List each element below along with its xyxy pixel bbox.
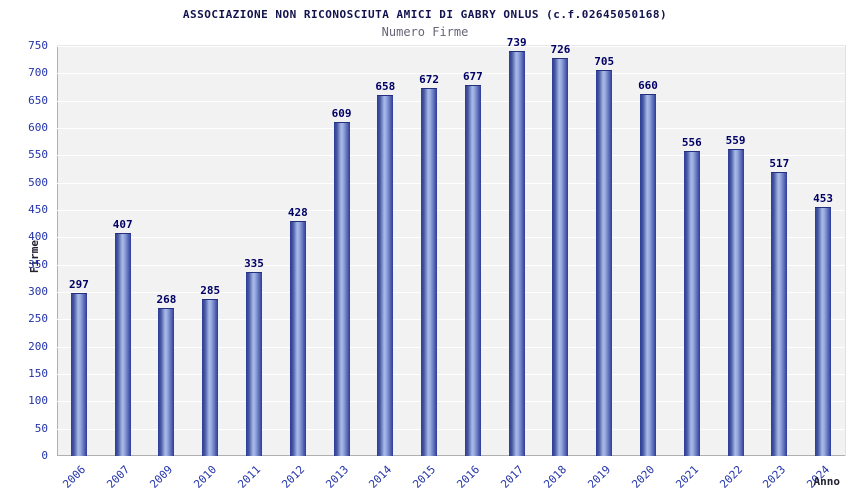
gridline <box>57 73 845 75</box>
x-axis-line <box>57 455 845 456</box>
bar-value-label: 335 <box>244 257 264 270</box>
x-tick-label: 2022 <box>716 463 745 491</box>
bar-2020 <box>640 94 656 456</box>
gridline <box>57 210 845 211</box>
bar-2013 <box>333 122 350 456</box>
y-tick-label: 200 <box>28 339 48 353</box>
x-tick-label: 2018 <box>541 463 570 491</box>
bar-2018 <box>552 58 569 456</box>
bar-value-label: 739 <box>506 36 527 49</box>
bar-value-label: 268 <box>156 293 177 306</box>
bar-2010 <box>202 299 219 456</box>
x-tick-label: 2009 <box>147 463 176 491</box>
gridline <box>57 428 845 430</box>
x-tick-label: 2010 <box>191 463 220 491</box>
bar-2023 <box>771 172 788 456</box>
bar-2019 <box>596 70 613 456</box>
x-tick-label: 2019 <box>585 463 614 491</box>
x-tick-label: 2011 <box>235 463 264 491</box>
x-tick-label: 2015 <box>410 463 439 491</box>
bar-2007 <box>114 233 131 456</box>
chart-subtitle: Numero Firme <box>381 25 469 39</box>
bar-value-label: 609 <box>331 107 352 120</box>
bar-value-label: 658 <box>375 80 396 93</box>
x-tick-label: 2016 <box>454 463 483 491</box>
y-tick-label: 150 <box>28 367 48 380</box>
bar-value-label: 453 <box>813 192 834 205</box>
y-tick-label: 750 <box>28 39 48 52</box>
gridline <box>57 155 845 157</box>
y-tick-label: 50 <box>34 421 48 435</box>
bar-2017 <box>508 51 525 456</box>
x-tick-label: 2014 <box>366 463 395 491</box>
y-tick-label: 300 <box>28 285 48 298</box>
y-tick-label: 700 <box>28 66 48 80</box>
bar-value-label: 672 <box>419 73 440 86</box>
bar-value-label: 705 <box>594 55 615 68</box>
bar-2012 <box>289 221 306 456</box>
gridline <box>57 182 845 184</box>
x-tick-label: 2017 <box>497 463 526 491</box>
gridline <box>57 374 845 375</box>
y-tick-label: 650 <box>28 93 48 107</box>
chart-title: ASSOCIAZIONE NON RICONOSCIUTA AMICI DI G… <box>182 8 668 21</box>
bar-value-label: 556 <box>681 136 702 149</box>
y-tick-label: 350 <box>28 257 48 271</box>
x-axis-label: Anno <box>813 475 841 488</box>
bar-2014 <box>377 95 394 456</box>
bar-2006 <box>70 293 87 456</box>
x-tick-label: 2006 <box>60 463 89 491</box>
y-tick-label: 450 <box>28 203 48 216</box>
bar-2021 <box>683 151 700 456</box>
gridline <box>57 346 845 348</box>
gridline <box>57 46 845 47</box>
bar-value-label: 285 <box>200 284 221 297</box>
x-tick-label: 2013 <box>322 463 351 491</box>
y-tick-label: 600 <box>28 121 48 134</box>
bar-value-label: 677 <box>462 70 483 83</box>
gridline <box>57 237 845 239</box>
bar-2016 <box>464 85 481 456</box>
x-tick-label: 2012 <box>279 463 307 491</box>
y-tick-label: 500 <box>28 175 48 189</box>
bar-2015 <box>421 88 438 456</box>
bar-value-label: 517 <box>769 157 790 170</box>
bar-2022 <box>727 149 744 456</box>
bar-2024 <box>815 207 832 456</box>
x-tick-label: 2023 <box>760 463 789 491</box>
bar-value-label: 407 <box>112 218 133 231</box>
y-tick-label: 250 <box>28 312 48 326</box>
gridline <box>57 264 845 266</box>
y-axis-line <box>57 46 58 456</box>
y-tick-label: 400 <box>28 230 48 244</box>
bar-2009 <box>158 308 175 456</box>
gridline <box>57 401 845 403</box>
x-tick-label: 2007 <box>103 463 132 491</box>
bar-value-label: 297 <box>68 278 89 291</box>
gridline <box>57 292 845 293</box>
x-tick-label: 2021 <box>673 463 701 491</box>
gridline <box>57 100 845 102</box>
bar-value-label: 428 <box>287 206 308 219</box>
y-tick-label: 100 <box>28 394 48 408</box>
plot-area: 297 407 268 285 335 428 609 658 672 677 739 726 705 6… <box>57 36 846 456</box>
bar-value-label: 726 <box>550 43 571 56</box>
y-tick-label: 0 <box>41 449 48 462</box>
gridline <box>57 128 845 129</box>
gridline <box>57 319 845 321</box>
bar-2011 <box>246 272 262 456</box>
y-tick-label: 550 <box>28 148 48 162</box>
bar-value-label: 660 <box>638 79 658 92</box>
x-tick-label: 2020 <box>629 463 658 491</box>
bar-value-label: 559 <box>725 134 746 147</box>
